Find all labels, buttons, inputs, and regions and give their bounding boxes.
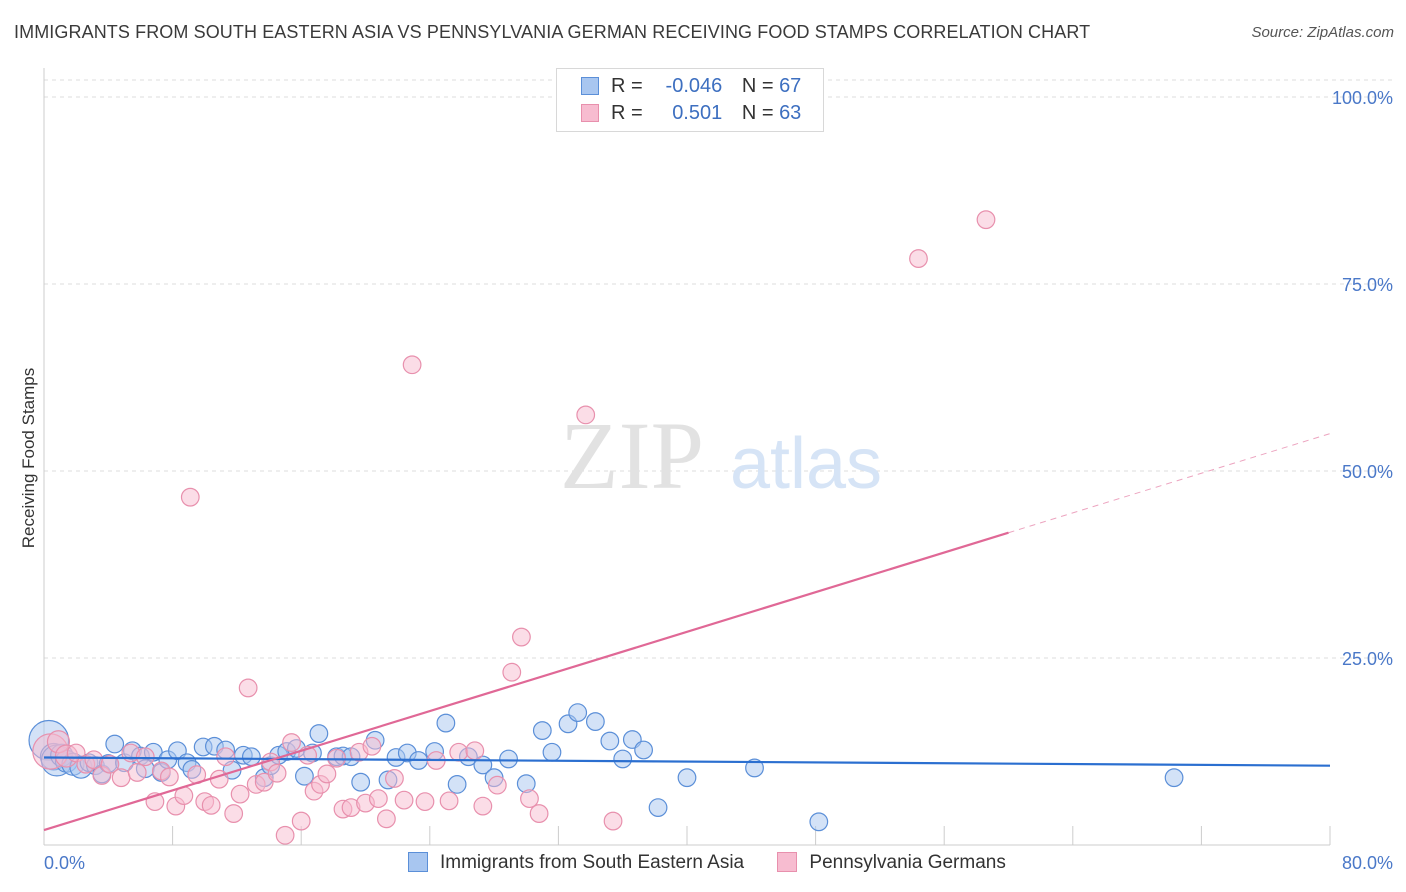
data-point-blue [351, 772, 371, 792]
data-point-pink [520, 789, 539, 809]
data-point-pink [909, 249, 928, 268]
x-tick-label: 80.0% [1342, 853, 1393, 873]
data-point-pink [216, 747, 236, 767]
data-point-pink [487, 775, 507, 795]
y-tick-label: 100.0% [1332, 88, 1393, 108]
chart-title: IMMIGRANTS FROM SOUTH EASTERN ASIA VS PE… [14, 22, 1091, 42]
data-point-pink [415, 792, 435, 812]
data-point-blue [648, 798, 668, 817]
data-point-pink [291, 811, 311, 831]
data-point-pink [238, 678, 258, 698]
data-point-pink [254, 772, 274, 792]
trend-line-pink-extension [1008, 433, 1331, 534]
data-point-pink [512, 627, 531, 647]
legend-swatch-pink [581, 104, 599, 122]
trend-lines [43, 433, 1331, 832]
data-point-pink [84, 750, 104, 770]
data-point-pink [385, 769, 404, 788]
data-point-blue [1164, 768, 1184, 788]
watermark-atlas: atlas [730, 424, 882, 504]
data-point-blue [585, 712, 605, 731]
legend-label-blue: Immigrants from South Eastern Asia [440, 852, 745, 873]
x-tick-label: 0.0% [44, 853, 85, 873]
trend-line-pink [43, 531, 1009, 832]
data-point-pink [449, 742, 469, 762]
data-point-blue [634, 740, 653, 760]
data-point-pink [376, 809, 396, 829]
legend-swatch-blue [581, 77, 599, 95]
data-point-blue [295, 766, 314, 786]
data-point-blue [600, 731, 620, 751]
legend-n-label: N = [741, 102, 774, 124]
series-legend: Immigrants from South Eastern Asia Penns… [408, 852, 1034, 874]
data-point-blue [745, 758, 764, 778]
legend-r-label: R = [611, 75, 643, 97]
series-pink-points [32, 210, 996, 845]
data-point-pink [465, 741, 485, 761]
data-point-pink [135, 747, 155, 767]
legend-r-label: R = [611, 102, 643, 124]
data-point-blue [447, 775, 467, 794]
grid-lines [44, 79, 1392, 659]
data-point-pink [439, 791, 459, 811]
data-point-blue [105, 734, 125, 754]
tick-labels: 25.0% 50.0% 75.0% 100.0% 0.0% 80.0% [44, 88, 1393, 873]
legend-n-value: 63 [779, 102, 802, 124]
data-point-pink [159, 767, 179, 787]
watermark: ZIP atlas [560, 402, 882, 509]
legend-item-blue: Immigrants from South Eastern Asia [408, 852, 744, 874]
legend-r-value: 0.501 [672, 102, 723, 124]
data-point-blue [568, 703, 588, 723]
data-point-pink [275, 825, 295, 845]
data-point-blue [542, 742, 562, 762]
data-point-pink [180, 487, 200, 507]
data-point-pink [111, 768, 131, 788]
data-point-pink [529, 804, 549, 823]
data-point-pink [473, 796, 493, 816]
legend-swatch-pink [777, 852, 798, 872]
data-point-pink [267, 763, 287, 783]
data-point-blue [309, 724, 329, 743]
source-label: Source: ZipAtlas.com [1251, 24, 1394, 41]
data-point-blue [241, 747, 261, 767]
data-point-pink [224, 804, 244, 823]
y-axis-label: Receiving Food Stamps [19, 368, 38, 548]
data-point-pink [502, 662, 522, 682]
data-point-blue [677, 768, 697, 788]
data-point-blue [436, 713, 456, 733]
stats-legend: R = -0.046 N = 67 R = 0.501 N = 63 [556, 68, 824, 132]
data-point-pink [368, 789, 388, 809]
y-tick-label: 75.0% [1342, 275, 1393, 295]
trend-line-blue [43, 756, 1331, 767]
data-point-pink [127, 763, 147, 782]
data-point-pink [100, 754, 120, 774]
data-point-pink [394, 790, 414, 810]
data-point-pink [603, 811, 623, 831]
data-point-pink [976, 210, 996, 230]
legend-label-pink: Pennsylvania Germans [809, 852, 1006, 873]
data-point-pink [317, 764, 337, 784]
data-point-blue [613, 749, 633, 769]
legend-row-pink: R = 0.501 N = 63 [581, 102, 801, 128]
legend-r-value: -0.046 [665, 75, 723, 97]
legend-item-pink: Pennsylvania Germans [777, 852, 1006, 874]
legend-row-blue: R = -0.046 N = 67 [581, 75, 801, 101]
data-point-blue [499, 749, 518, 769]
data-point-pink [402, 355, 422, 375]
data-point-blue [809, 812, 829, 832]
data-point-pink [230, 784, 250, 804]
data-point-blue [532, 721, 552, 740]
legend-n-value: 67 [779, 75, 802, 97]
legend-swatch-blue [408, 852, 428, 872]
data-point-pink [201, 795, 221, 815]
legend-n-label: N = [741, 75, 774, 97]
data-point-pink [282, 733, 301, 752]
data-point-pink [362, 736, 382, 756]
y-tick-label: 25.0% [1342, 649, 1393, 669]
y-tick-label: 50.0% [1342, 462, 1393, 482]
data-point-pink [576, 405, 596, 425]
